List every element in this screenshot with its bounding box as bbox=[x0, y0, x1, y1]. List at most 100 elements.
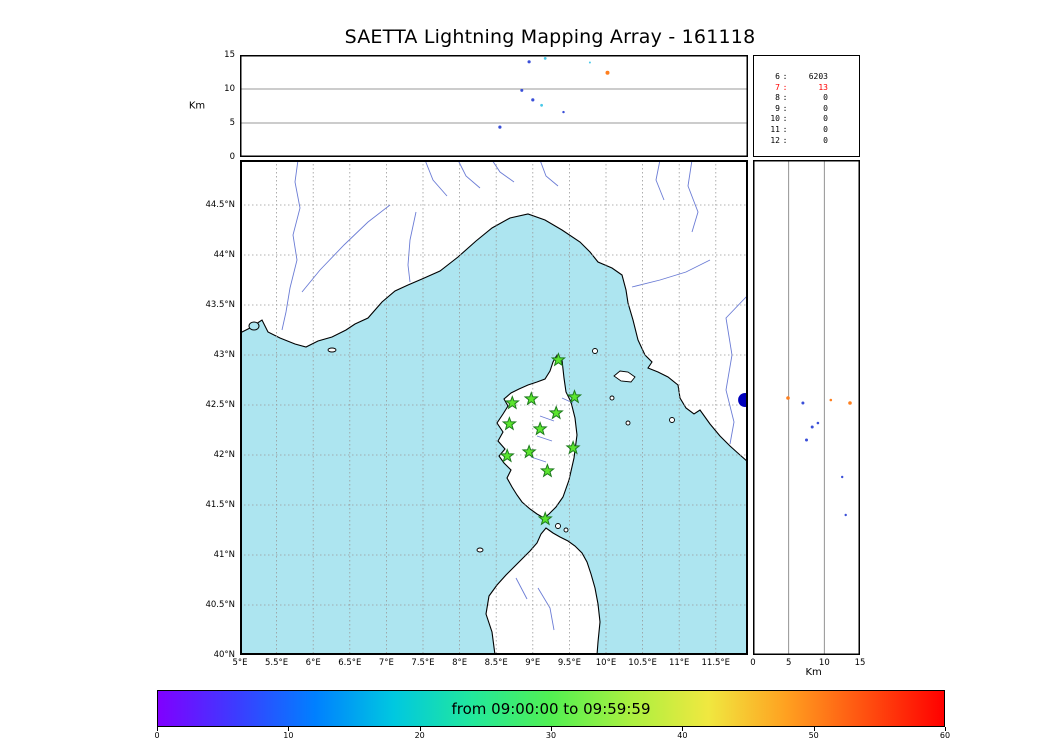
station-marker bbox=[501, 416, 518, 431]
lat-tick-label: 41°N bbox=[213, 550, 235, 560]
time-colorbar: from 09:00:00 to 09:59:59 bbox=[157, 690, 945, 727]
source-point bbox=[786, 396, 790, 400]
sardinia-island bbox=[485, 527, 601, 655]
altitude-axis-label: Km bbox=[188, 100, 206, 112]
montecristo-island bbox=[625, 420, 631, 426]
lon-tick-label: 6.5°E bbox=[338, 658, 362, 668]
lat-tick-label: 42°N bbox=[213, 450, 235, 460]
station-marker bbox=[550, 352, 566, 367]
colorbar-tickmark bbox=[157, 727, 158, 731]
lon-tick-label: 5°E bbox=[232, 658, 248, 668]
lon-tick-label: 7.5°E bbox=[411, 658, 435, 668]
source-point bbox=[816, 421, 820, 425]
lat-tick-label: 40°N bbox=[213, 650, 235, 660]
map-panel bbox=[240, 160, 748, 655]
altitude-latitude-panel bbox=[753, 160, 860, 655]
panel-frame bbox=[753, 160, 860, 655]
source-point bbox=[841, 475, 844, 479]
altitude-tick-label: 15 bbox=[224, 50, 235, 60]
source-point bbox=[543, 57, 547, 60]
source-point bbox=[844, 513, 847, 517]
river bbox=[424, 160, 448, 197]
station-marker bbox=[504, 395, 520, 410]
lake bbox=[248, 321, 260, 331]
altlon-gridlines bbox=[240, 88, 748, 124]
river bbox=[725, 294, 748, 445]
lon-tick-label: 7°E bbox=[378, 658, 394, 668]
lat-tick-label: 40.5°N bbox=[205, 600, 235, 610]
river bbox=[539, 160, 559, 187]
panel-frame bbox=[240, 55, 748, 157]
corsica-island bbox=[496, 354, 578, 519]
altitude-tick-label: 5 bbox=[229, 118, 235, 128]
giglio-island bbox=[669, 417, 675, 423]
source-point bbox=[527, 60, 531, 64]
station-marker bbox=[539, 463, 555, 478]
river bbox=[281, 160, 301, 331]
maddalena-islet bbox=[563, 527, 569, 533]
lon-tick-label: 10°E bbox=[595, 658, 617, 668]
source-point bbox=[848, 401, 852, 405]
stats-row: 12:0 bbox=[770, 135, 828, 145]
station-marker bbox=[548, 405, 564, 420]
source-point bbox=[805, 438, 808, 442]
river bbox=[539, 415, 555, 422]
lat-tick-label: 42.5°N bbox=[205, 400, 235, 410]
lat-tick-label: 44.5°N bbox=[205, 200, 235, 210]
source-point bbox=[810, 425, 814, 429]
altlat-gridlines bbox=[788, 160, 825, 655]
capraia-island bbox=[592, 348, 598, 354]
source-point bbox=[588, 61, 591, 64]
river bbox=[407, 211, 417, 283]
altlon-source-points bbox=[498, 57, 610, 129]
source-point bbox=[829, 398, 833, 402]
stats-row: 8:0 bbox=[775, 93, 828, 103]
source-point bbox=[498, 125, 502, 129]
lon-tick-label: 6°E bbox=[305, 658, 321, 668]
river bbox=[631, 259, 711, 288]
maddalena-island bbox=[555, 523, 561, 529]
colorbar-tickmark bbox=[419, 727, 421, 731]
colorbar-label: from 09:00:00 to 09:59:59 bbox=[451, 699, 651, 718]
station-marker bbox=[537, 511, 553, 526]
river bbox=[536, 435, 553, 442]
stats-row: 10:0 bbox=[770, 114, 828, 124]
colorbar-tick-label: 20 bbox=[414, 731, 425, 740]
river bbox=[687, 160, 699, 233]
station-marker bbox=[499, 448, 515, 463]
source-point bbox=[520, 88, 524, 92]
lon-tick-label: 11°E bbox=[668, 658, 690, 668]
river bbox=[655, 160, 665, 201]
lon-tick-label: 9.5°E bbox=[557, 658, 581, 668]
altitude-tick-label: 0 bbox=[229, 152, 235, 162]
colorbar-tick-label: 50 bbox=[808, 731, 819, 740]
river bbox=[515, 577, 528, 600]
figure-title: SAETTA Lightning Mapping Array - 161118 bbox=[344, 26, 756, 48]
colorbar-tickmark bbox=[813, 727, 815, 731]
colorbar-tickmark bbox=[288, 727, 290, 731]
km-tick-label: 5 bbox=[785, 658, 792, 668]
stats-row: 11:0 bbox=[770, 124, 828, 134]
source-point bbox=[540, 103, 543, 107]
source-point bbox=[531, 98, 535, 102]
map-source-point bbox=[738, 393, 748, 407]
colorbar-tickmark bbox=[551, 727, 552, 731]
station-marker bbox=[532, 421, 548, 436]
altitude-longitude-panel bbox=[240, 55, 748, 157]
lat-tick-label: 44°N bbox=[213, 250, 235, 260]
source-point bbox=[801, 401, 805, 405]
colorbar-tick-label: 0 bbox=[154, 731, 160, 740]
station-marker bbox=[565, 440, 581, 455]
lat-tick-label: 43.5°N bbox=[205, 300, 235, 310]
source-point bbox=[562, 110, 565, 114]
stats-row: 9:0 bbox=[775, 103, 828, 113]
source-point bbox=[605, 70, 610, 75]
lon-tick-label: 10.5°E bbox=[628, 658, 657, 668]
map-gridlines bbox=[240, 160, 748, 655]
colorbar-tick-label: 10 bbox=[283, 731, 294, 740]
altitude-tick-label: 10 bbox=[224, 84, 235, 94]
km-tick-label: 15 bbox=[854, 658, 866, 668]
elba-island bbox=[613, 370, 636, 383]
river bbox=[537, 587, 555, 631]
colorbar-tickmark bbox=[682, 727, 684, 731]
